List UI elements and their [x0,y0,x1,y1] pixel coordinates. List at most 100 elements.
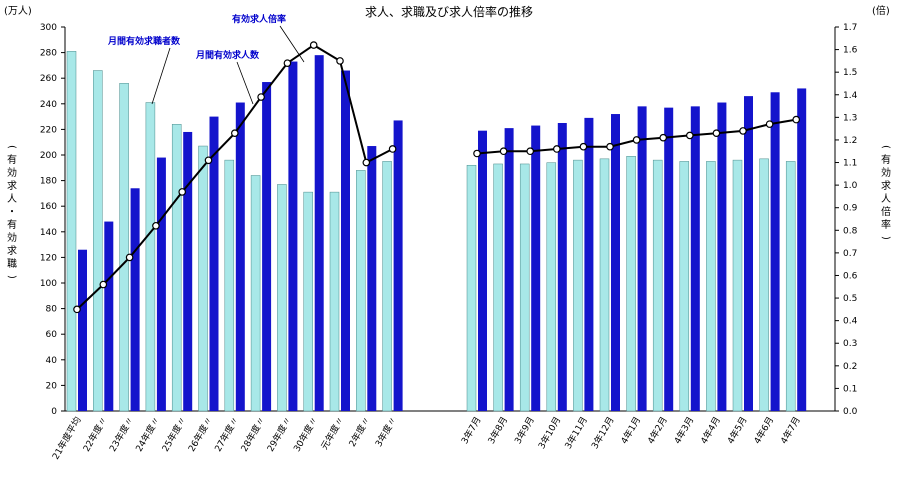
openings-bar [341,70,350,412]
openings-bar [78,249,87,411]
left-axis-label-char: ( [6,145,17,149]
category-label: 26年度〃 [185,415,215,454]
right-axis-label-char: 効 [881,166,891,179]
left-axis-label-char: 人 [7,193,17,205]
left-axis-label-char: ) [6,275,17,279]
left-tick-label: 280 [40,49,57,59]
left-axis-label-char: 職 [7,258,17,270]
category-label: 4年1月 [618,415,643,447]
seekers-bar [303,191,313,412]
openings-bar [584,117,594,411]
ratio-point [125,253,134,262]
seekers-bar [66,51,77,412]
category-label: 25年度〃 [159,415,189,454]
seekers-bar [466,164,477,412]
seekers-bar [277,184,287,412]
seekers-bar [732,159,743,412]
right-axis-label-char: ) [880,236,891,240]
ratio-point [552,145,561,153]
ratio-point [362,158,371,167]
openings-bar [478,130,487,411]
seekers-bar [573,159,583,412]
left-tick-label: 200 [40,151,57,161]
seekers-bar [493,163,503,412]
chart-title: 求人、求職及び求人倍率の推移 [365,4,533,19]
openings-bar [183,131,193,411]
left-tick-label: 80 [46,305,58,315]
right-tick-label: 1.5 [843,68,857,78]
right-tick-label: 1.3 [843,113,857,123]
category-label: 4年3月 [671,415,696,447]
category-label: 29年度〃 [264,415,294,454]
category-label: 2年度〃 [346,415,373,449]
seekers-bar [626,156,636,412]
right-axis-label-char: 率 [881,218,891,231]
category-label: 22年度〃 [80,415,110,454]
ratio-point [152,221,160,230]
category-label: 4年7月 [778,415,803,447]
right-tick-label: 1.2 [843,136,857,146]
annotation-openings: 月間有効求人数 [195,49,260,61]
right-axis-unit: (倍) [872,4,890,17]
right-axis-label-char: 求 [881,180,891,192]
ratio-point [685,131,694,140]
category-label: 3年9月 [512,415,537,447]
ratio-point [792,115,801,124]
left-axis-label-char: ・ [7,207,17,218]
right-tick-label: 0.4 [843,317,858,327]
left-axis-unit: (万人) [4,5,32,17]
ratio-point [231,129,239,137]
openings-bar [314,55,324,411]
ratio-point [499,147,508,156]
ratio-point [178,188,187,196]
category-label: 30年度〃 [291,415,321,454]
seekers-bar [119,83,129,412]
right-tick-label: 0.6 [843,271,858,281]
right-tick-label: 0.7 [843,249,857,259]
ratio-point [257,93,265,101]
ratio-point [526,147,535,156]
ratio-point [659,133,668,142]
right-tick-label: 1.7 [843,23,857,33]
category-label: 3年度〃 [372,415,399,449]
ratio-point [204,156,213,165]
category-label: 4年6月 [751,415,776,447]
openings-bar [717,102,727,412]
category-label: 3年7月 [458,415,483,447]
right-tick-label: 1.0 [843,181,858,191]
category-label: 27年度〃 [212,415,242,454]
left-axis-label-char: 有 [7,218,17,231]
ratio-point [309,41,318,49]
openings-bar [288,61,298,412]
ratio-point [712,129,721,137]
left-tick-label: 300 [40,23,57,33]
openings-bar [393,120,403,411]
ratio-point [73,305,81,314]
right-axis-label-char: 倍 [881,205,891,218]
seekers-bar [706,161,716,412]
annotation-seekers: 月間有効求職者数 [107,35,181,47]
ratio-point [99,280,108,289]
category-label: 24年度〃 [133,415,163,454]
left-tick-label: 120 [40,253,57,263]
seekers-bar [198,145,208,412]
openings-bar [664,107,674,411]
seekers-bar [546,162,557,412]
left-tick-label: 180 [40,177,57,187]
openings-bar [209,116,219,411]
left-axis-label-char: 有 [7,153,17,166]
seekers-bar [93,70,103,412]
openings-bar [531,125,541,411]
annotation-ratio: 有効求人倍率 [232,13,286,25]
category-label: 3年11月 [562,415,590,451]
right-axis-label-char: ( [880,145,891,149]
right-axis-label-char: 人 [881,193,891,205]
openings-bar [770,92,780,411]
category-label: 3年8月 [485,414,510,446]
leader-seekers [151,47,171,105]
left-tick-label: 140 [40,228,57,238]
category-label: 4年5月 [724,415,749,447]
right-tick-label: 0.8 [843,226,858,236]
